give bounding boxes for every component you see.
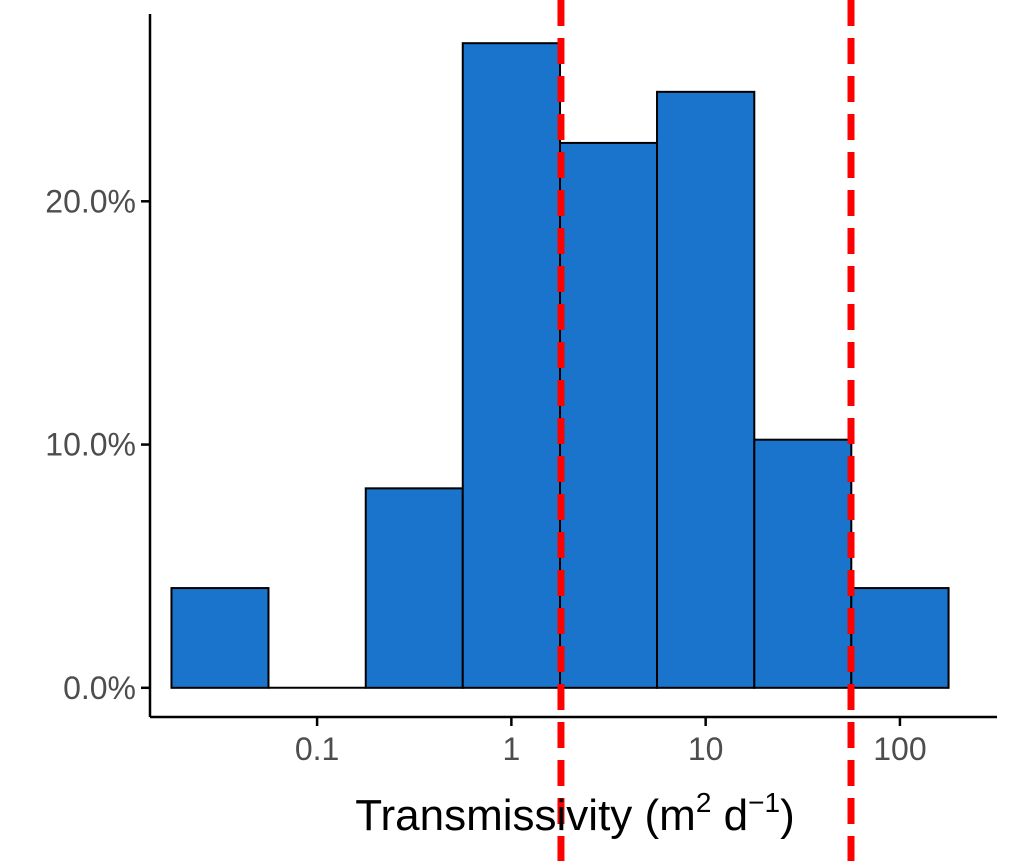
x-tick-label: 0.1 [295,731,339,767]
histogram-bar [170,587,270,689]
axes-layer [148,14,997,719]
y-tick-label: 20.0% [45,183,136,219]
x-tick-label: 10 [688,731,724,767]
bars-layer [170,42,950,689]
x-axis-title: Transmissivity (m2 d−1) [355,787,794,840]
y-ticks-layer: 0.0% 10.0% 20.0% [45,183,150,706]
x-ticks-layer: 0.1 1 10 100 [295,717,927,767]
x-tick-label: 1 [502,731,520,767]
histogram-bar [850,587,950,689]
y-tick-label: 0.0% [63,670,136,706]
histogram-bar [753,438,853,689]
y-tick-label: 10.0% [45,427,136,463]
reference-lines-layer [557,0,855,861]
histogram-bar [461,42,562,689]
histogram-bar [364,487,464,689]
histogram-bar [559,141,659,689]
x-tick-label: 100 [873,731,926,767]
histogram-bar [656,90,756,689]
